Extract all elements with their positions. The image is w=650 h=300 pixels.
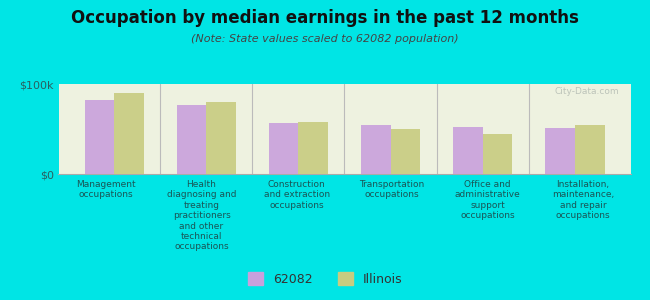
Bar xyxy=(453,127,483,174)
Text: Office and
administrative
support
occupations: Office and administrative support occupa… xyxy=(454,180,521,220)
Bar xyxy=(391,129,420,174)
Bar xyxy=(545,128,575,174)
Bar xyxy=(483,134,512,174)
Bar xyxy=(84,100,114,174)
Bar xyxy=(177,105,206,174)
Bar xyxy=(206,102,236,174)
Legend: 62082, Illinois: 62082, Illinois xyxy=(243,267,407,291)
Text: Installation,
maintenance,
and repair
occupations: Installation, maintenance, and repair oc… xyxy=(552,180,614,220)
Bar xyxy=(114,93,144,174)
Text: Management
occupations: Management occupations xyxy=(76,180,136,200)
Bar xyxy=(361,124,391,174)
Bar xyxy=(575,125,604,174)
Text: (Note: State values scaled to 62082 population): (Note: State values scaled to 62082 popu… xyxy=(191,34,459,44)
Text: Health
diagnosing and
treating
practitioners
and other
technical
occupations: Health diagnosing and treating practitio… xyxy=(167,180,236,251)
Text: City-Data.com: City-Data.com xyxy=(554,87,619,96)
Text: Transportation
occupations: Transportation occupations xyxy=(359,180,425,200)
Bar xyxy=(298,122,328,174)
Bar xyxy=(269,123,298,174)
Text: Construction
and extraction
occupations: Construction and extraction occupations xyxy=(264,180,330,210)
Text: Occupation by median earnings in the past 12 months: Occupation by median earnings in the pas… xyxy=(71,9,579,27)
